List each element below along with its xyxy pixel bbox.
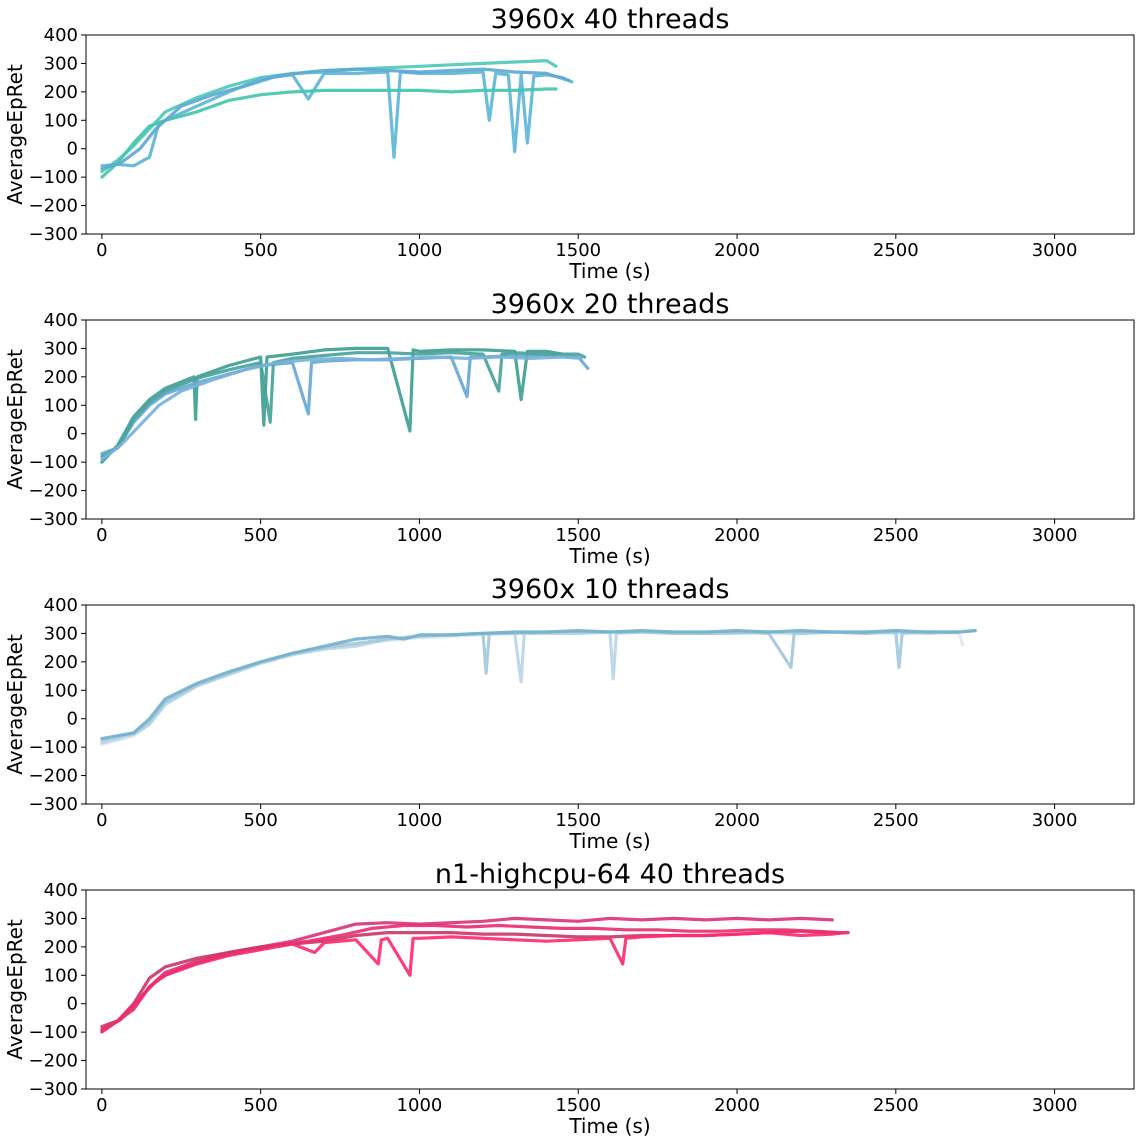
- chart-2-ytick-label: −200: [29, 481, 78, 502]
- chart-3-xlabel: Time (s): [568, 829, 650, 853]
- chart-3-ytick-label: 0: [67, 709, 78, 730]
- chart-4-ytick-label: 400: [44, 880, 78, 901]
- chart-1-xtick-label: 2500: [873, 240, 919, 261]
- chart-4-ytick-label: −300: [29, 1079, 78, 1100]
- chart-4-title: n1-highcpu-64 40 threads: [435, 859, 785, 890]
- chart-2-ytick-label: −100: [29, 452, 78, 473]
- chart-4-ytick-label: 200: [44, 937, 78, 958]
- chart-3-ylabel: AverageEpRet: [3, 634, 27, 775]
- chart-1-xtick-label: 500: [243, 240, 277, 261]
- chart-2-ytick-label: 0: [67, 424, 78, 445]
- chart-1-series-4-line: [100, 67, 571, 171]
- chart-1-ytick-label: −100: [29, 167, 78, 188]
- chart-1-ytick-label: −200: [29, 196, 78, 217]
- chart-3-title: 3960x 10 threads: [491, 574, 730, 605]
- chart-2-ytick-label: 200: [44, 367, 78, 388]
- chart-4-xlabel: Time (s): [568, 1114, 650, 1138]
- chart-3-plot-frame: [85, 604, 1135, 805]
- chart-3-series-2-line: [100, 630, 961, 745]
- chart-4-ytick-label: 0: [67, 994, 78, 1015]
- chart-4-xtick-label: 500: [243, 1095, 277, 1116]
- chart-3-ytick-label: −100: [29, 737, 78, 758]
- chart-4-ytick-label: −200: [29, 1051, 78, 1072]
- chart-4-ylabel: AverageEpRet: [3, 919, 27, 1060]
- chart-2-ytick-label: −300: [29, 509, 78, 530]
- chart-3-ytick-label: 200: [44, 652, 78, 673]
- chart-4-series-2-line: [100, 929, 850, 1029]
- chart-4-xtick-label: 2500: [873, 1095, 919, 1116]
- chart-3-xtick-label: 2500: [873, 810, 919, 831]
- chart-2-series-4-line: [100, 355, 583, 461]
- chart-2-title: 3960x 20 threads: [491, 289, 730, 320]
- chart-3-xtick-label: 1500: [555, 810, 601, 831]
- chart-3-xtick-label: 500: [243, 810, 277, 831]
- chart-2-ytick-label: 400: [44, 310, 78, 331]
- chart-2-xtick-label: 2500: [873, 525, 919, 546]
- chart-2-xtick-label: 500: [243, 525, 277, 546]
- chart-1-ytick-label: 100: [44, 110, 78, 131]
- chart-2-series-2-line: [100, 353, 590, 456]
- chart-4-ytick-label: 300: [44, 908, 78, 929]
- chart-2-ytick-label: 100: [44, 395, 78, 416]
- chart-1-ytick-label: −300: [29, 224, 78, 245]
- chart-4-xtick-label: 2000: [714, 1095, 760, 1116]
- chart-4-ytick-label: −100: [29, 1022, 78, 1043]
- chart-4-xtick-label: 0: [96, 1095, 107, 1116]
- chart-1-ytick-label: 200: [44, 82, 78, 103]
- chart-4-series-1-line: [100, 916, 834, 1031]
- chart-4-xtick-label: 3000: [1032, 1095, 1078, 1116]
- chart-2-plot-frame: [85, 319, 1135, 520]
- chart-3-series-4-line: [100, 629, 977, 741]
- chart-1-xtick-label: 2000: [714, 240, 760, 261]
- chart-1-xlabel: Time (s): [568, 259, 650, 283]
- chart-2-xtick-label: 2000: [714, 525, 760, 546]
- chart-2-xlabel: Time (s): [568, 544, 650, 568]
- chart-2-ylabel: AverageEpRet: [3, 349, 27, 490]
- chart-1-xtick-label: 3000: [1032, 240, 1078, 261]
- chart-3-xtick-label: 0: [96, 810, 107, 831]
- chart-1-xtick-label: 0: [96, 240, 107, 261]
- chart-3-series-3-line: [100, 629, 977, 742]
- chart-4-series-3-line: [100, 931, 847, 1034]
- chart-3-xtick-label: 3000: [1032, 810, 1078, 831]
- chart-1-ylabel: AverageEpRet: [3, 64, 27, 205]
- chart-4-series-4-line: [100, 923, 841, 1033]
- chart-4-ytick-label: 100: [44, 965, 78, 986]
- chart-3-ytick-label: 300: [44, 623, 78, 644]
- chart-2-series-1-line: [100, 346, 564, 464]
- chart-1-series-3-line: [100, 87, 558, 179]
- chart-2-ytick-label: 300: [44, 338, 78, 359]
- chart-3-ytick-label: −200: [29, 766, 78, 787]
- chart-3-ytick-label: 400: [44, 595, 78, 616]
- chart-1-ytick-label: 400: [44, 25, 78, 46]
- chart-4-xtick-label: 1000: [397, 1095, 443, 1116]
- chart-1-xtick-label: 1500: [555, 240, 601, 261]
- chart-1-xtick-label: 1000: [397, 240, 443, 261]
- chart-1-series-2-line: [100, 70, 574, 168]
- chart-3-xtick-label: 2000: [714, 810, 760, 831]
- chart-4-plot-frame: [85, 889, 1135, 1090]
- chart-3-xtick-label: 1000: [397, 810, 443, 831]
- chart-2-xtick-label: 3000: [1032, 525, 1078, 546]
- chart-2-series-3-line: [100, 351, 587, 459]
- chart-3-ytick-label: −300: [29, 794, 78, 815]
- chart-3-ytick-label: 100: [44, 680, 78, 701]
- chart-4-xtick-label: 1500: [555, 1095, 601, 1116]
- chart-1-ytick-label: 300: [44, 53, 78, 74]
- chart-1-ytick-label: 0: [67, 139, 78, 160]
- chart-1-plot-frame: [85, 34, 1135, 235]
- chart-3-series-1-line: [100, 630, 965, 746]
- chart-2-xtick-label: 1500: [555, 525, 601, 546]
- chart-1-title: 3960x 40 threads: [491, 4, 730, 35]
- chart-2-xtick-label: 0: [96, 525, 107, 546]
- chart-2-xtick-label: 1000: [397, 525, 443, 546]
